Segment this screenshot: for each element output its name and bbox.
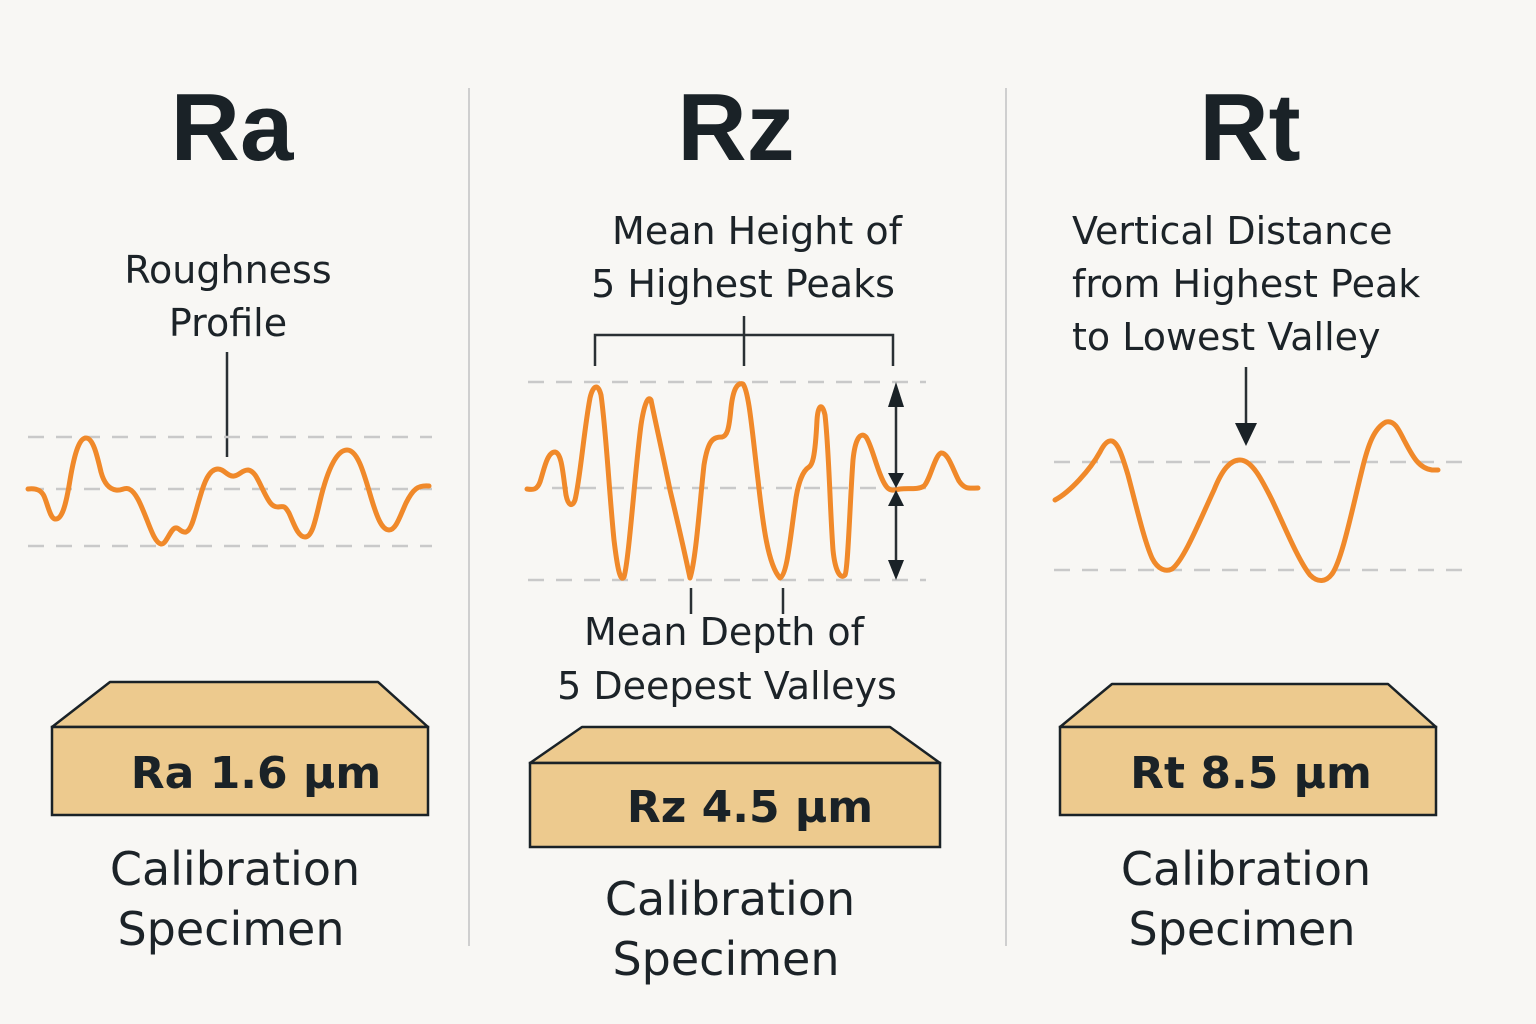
panel-title: Ra xyxy=(171,74,294,181)
arrowhead-up-icon xyxy=(888,382,904,407)
specimen-value-label: Rz 4.5 µm xyxy=(627,782,873,833)
calibration-specimen-rz: Rz 4.5 µm Calibration Specimen xyxy=(528,725,942,986)
annotation-line: Profile xyxy=(169,301,287,345)
arrowhead-up-icon xyxy=(888,490,904,506)
panel-rz: Rz Mean Height of 5 Highest Peaks Mean D… xyxy=(524,74,981,708)
calibration-specimen-ra: Ra 1.6 µm Calibration Specimen xyxy=(50,680,430,956)
roughness-profile-curve xyxy=(1052,419,1441,583)
specimen-caption: Specimen xyxy=(117,902,344,956)
annotation-line: Vertical Distance xyxy=(1072,209,1392,253)
annotation-line: Mean Height of xyxy=(612,209,904,253)
specimen-block-front xyxy=(528,761,942,849)
specimen-caption: Specimen xyxy=(612,932,839,986)
specimen-block-top xyxy=(528,725,942,765)
roughness-profile-curve xyxy=(25,435,432,547)
panel-title: Rt xyxy=(1199,74,1300,181)
arrowhead-down-icon xyxy=(888,560,904,580)
annotation-line: Mean Depth of xyxy=(584,610,866,654)
calibration-specimen-rt: Rt 8.5 µm Calibration Specimen xyxy=(1058,682,1438,956)
arrowhead-down-icon xyxy=(1235,423,1257,446)
specimen-caption: Calibration xyxy=(1121,842,1371,896)
specimen-block-front xyxy=(1058,725,1438,817)
arrowhead-down-icon xyxy=(888,473,904,488)
specimen-caption: Calibration xyxy=(110,842,360,896)
specimen-block-top xyxy=(50,680,430,729)
annotation-line: Roughness xyxy=(124,248,331,292)
specimen-value-label: Ra 1.6 µm xyxy=(131,748,381,799)
annotation-line: to Lowest Valley xyxy=(1072,315,1381,359)
panel-title: Rz xyxy=(677,74,794,181)
specimen-block-top xyxy=(1058,682,1438,729)
specimen-block-front xyxy=(50,725,430,817)
annotation-line: 5 Deepest Valleys xyxy=(557,664,897,708)
specimen-caption: Specimen xyxy=(1128,902,1355,956)
panel-rt: Rt Vertical Distance from Highest Peak t… xyxy=(1052,74,1464,583)
specimen-caption: Calibration xyxy=(605,872,855,926)
annotation-line: from Highest Peak xyxy=(1072,262,1420,306)
specimen-value-label: Rt 8.5 µm xyxy=(1130,748,1372,799)
roughness-profile-curve xyxy=(524,381,981,581)
annotation-line: 5 Highest Peaks xyxy=(591,262,895,306)
panel-ra: Ra Roughness Profile xyxy=(25,74,432,548)
